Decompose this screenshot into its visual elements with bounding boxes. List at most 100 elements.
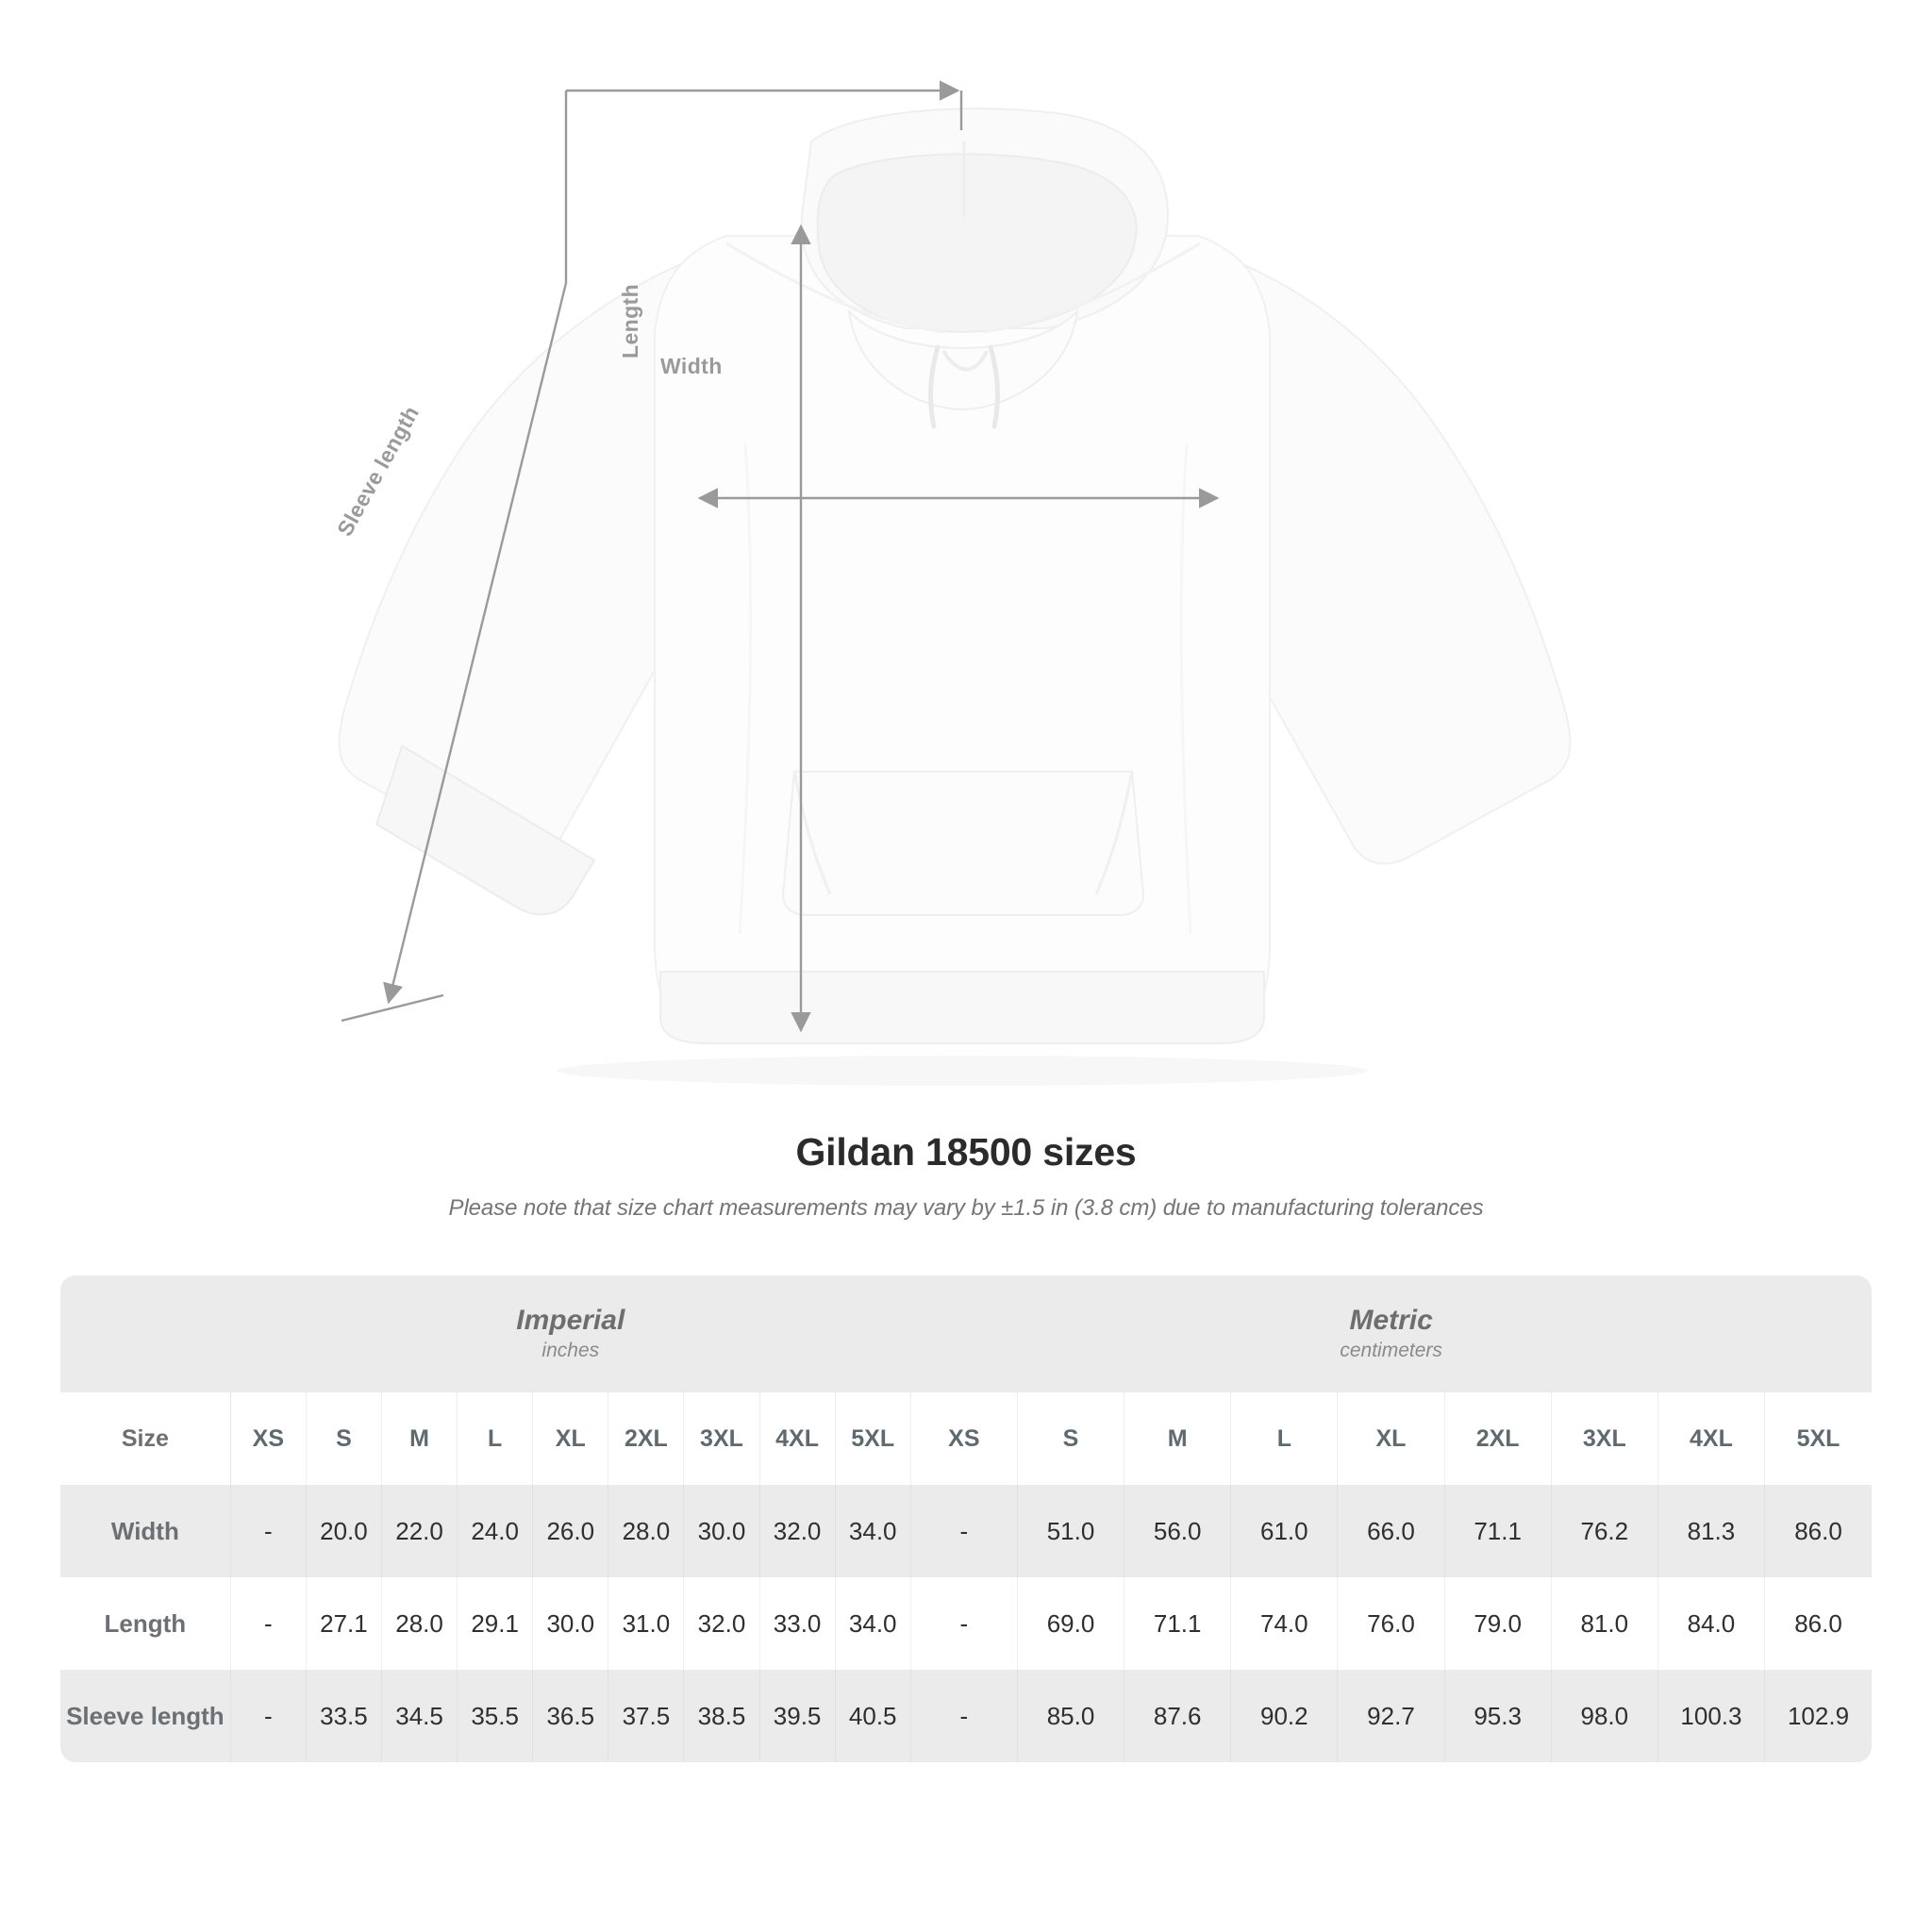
cell-sleeve-length-metric-4xl: 100.3 [1657, 1670, 1766, 1762]
cell-length-metric-4xl: 84.0 [1657, 1577, 1766, 1670]
cell-length-imperial-xl: 30.0 [532, 1577, 609, 1670]
cell-width-imperial-4xl: 32.0 [759, 1485, 836, 1577]
unit-subtitle: centimeters [1340, 1339, 1442, 1361]
size-header-metric-xl: XL [1337, 1392, 1445, 1485]
cell-length-imperial-l: 29.1 [457, 1577, 534, 1670]
length-dimension-label: Length [618, 283, 642, 358]
cell-width-metric-4xl: 81.3 [1657, 1485, 1766, 1577]
cell-width-imperial-xs: - [230, 1485, 307, 1577]
size-header-imperial-s: S [306, 1392, 382, 1485]
cell-sleeve-length-metric-2xl: 95.3 [1444, 1670, 1552, 1762]
width-dimension-label: Width [660, 354, 723, 378]
row-label-length: Length [60, 1577, 231, 1670]
cell-length-imperial-xs: - [230, 1577, 307, 1670]
cell-width-imperial-3xl: 30.0 [683, 1485, 760, 1577]
cell-sleeve-length-imperial-5xl: 40.5 [835, 1670, 911, 1762]
table-row: Length -27.1 28.0 29.1 30.0 31.0 32.0 33.0 34.0-… [60, 1577, 1872, 1670]
size-table-container: Imperial inches Metric centimeters Size XS S M L… [60, 1275, 1872, 1762]
cell-length-metric-3xl: 81.0 [1551, 1577, 1658, 1670]
size-header-metric-4xl: 4XL [1657, 1392, 1766, 1485]
cell-sleeve-length-imperial-2xl: 37.5 [608, 1670, 685, 1762]
size-header-metric-m: M [1124, 1392, 1232, 1485]
sleeve-length-dimension-label: Sleeve length [332, 401, 425, 541]
cell-length-imperial-s: 27.1 [306, 1577, 382, 1670]
cell-sleeve-length-imperial-s: 33.5 [306, 1670, 382, 1762]
size-column-header: Size [60, 1392, 231, 1485]
page-title: Gildan 18500 sizes [795, 1130, 1137, 1174]
cell-width-metric-m: 56.0 [1124, 1485, 1232, 1577]
size-header-imperial-xl: XL [532, 1392, 609, 1485]
cell-length-metric-s: 69.0 [1017, 1577, 1125, 1670]
unit-banner-spacer [60, 1275, 231, 1392]
size-header-imperial-4xl: 4XL [759, 1392, 836, 1485]
cell-width-metric-xl: 66.0 [1337, 1485, 1445, 1577]
cell-sleeve-length-metric-xs: - [909, 1670, 1018, 1762]
cell-width-metric-s: 51.0 [1017, 1485, 1125, 1577]
table-row: Sleeve length -33.5 34.5 35.5 36.5 37.5 38.5 39… [60, 1670, 1872, 1762]
cell-length-metric-5xl: 86.0 [1764, 1577, 1872, 1670]
cell-width-imperial-2xl: 28.0 [608, 1485, 685, 1577]
cell-length-metric-2xl: 79.0 [1444, 1577, 1552, 1670]
size-table: Imperial inches Metric centimeters Size XS S M L… [60, 1275, 1872, 1762]
unit-banner-row: Imperial inches Metric centimeters [60, 1275, 1872, 1392]
title-block: Gildan 18500 sizes Please note that size… [0, 1130, 1932, 1222]
hoodie-illustration [338, 108, 1572, 1086]
size-header-metric-5xl: 5XL [1764, 1392, 1872, 1485]
cell-length-imperial-3xl: 32.0 [683, 1577, 760, 1670]
size-header-metric-xs: XS [909, 1392, 1018, 1485]
row-label-sleeve-length: Sleeve length [60, 1670, 231, 1762]
size-header-imperial-l: L [457, 1392, 534, 1485]
cell-sleeve-length-metric-xl: 92.7 [1337, 1670, 1445, 1762]
unit-name: Imperial [516, 1305, 625, 1337]
size-header-row: Size XS S M L XL 2XL 3XL 4XL 5XL XS S M L XL 2XL 3XL 4XL 5… [60, 1392, 1872, 1485]
size-header-imperial-5xl: 5XL [835, 1392, 911, 1485]
size-header-imperial-xs: XS [230, 1392, 307, 1485]
cell-sleeve-length-imperial-xs: - [230, 1670, 307, 1762]
cell-sleeve-length-imperial-4xl: 39.5 [759, 1670, 836, 1762]
cell-length-metric-xl: 76.0 [1337, 1577, 1445, 1670]
size-header-metric-3xl: 3XL [1551, 1392, 1658, 1485]
cell-sleeve-length-metric-l: 90.2 [1230, 1670, 1339, 1762]
sleeve-length-measure-line [341, 80, 963, 1023]
cell-sleeve-length-metric-m: 87.6 [1124, 1670, 1232, 1762]
cell-length-metric-l: 74.0 [1230, 1577, 1339, 1670]
cell-length-metric-xs: - [909, 1577, 1018, 1670]
cell-length-imperial-2xl: 31.0 [608, 1577, 685, 1670]
cell-width-metric-5xl: 86.0 [1764, 1485, 1872, 1577]
row-label-width: Width [60, 1485, 231, 1577]
cell-length-metric-m: 71.1 [1124, 1577, 1232, 1670]
cell-sleeve-length-metric-5xl: 102.9 [1764, 1670, 1872, 1762]
unit-header-metric: Metric centimeters [910, 1275, 1872, 1392]
table-row: Width -20.0 22.0 24.0 26.0 28.0 30.0 32.0 34.0-5… [60, 1485, 1872, 1577]
cell-sleeve-length-metric-3xl: 98.0 [1551, 1670, 1658, 1762]
cell-sleeve-length-imperial-m: 34.5 [381, 1670, 458, 1762]
cell-width-imperial-s: 20.0 [306, 1485, 382, 1577]
cell-width-imperial-l: 24.0 [457, 1485, 534, 1577]
tolerance-note: Please note that size chart measurements… [448, 1195, 1484, 1221]
cell-length-imperial-m: 28.0 [381, 1577, 458, 1670]
size-header-metric-l: L [1230, 1392, 1339, 1485]
cell-sleeve-length-imperial-3xl: 38.5 [683, 1670, 760, 1762]
cell-width-metric-2xl: 71.1 [1444, 1485, 1552, 1577]
cell-sleeve-length-metric-s: 85.0 [1017, 1670, 1125, 1762]
cell-length-imperial-5xl: 34.0 [835, 1577, 911, 1670]
cell-width-metric-3xl: 76.2 [1551, 1485, 1658, 1577]
cell-width-metric-xs: - [909, 1485, 1018, 1577]
unit-name: Metric [1349, 1305, 1433, 1337]
size-header-imperial-2xl: 2XL [608, 1392, 685, 1485]
cell-width-metric-l: 61.0 [1230, 1485, 1339, 1577]
cell-width-imperial-5xl: 34.0 [835, 1485, 911, 1577]
measurement-lines-layer [338, 80, 1572, 1086]
unit-header-imperial: Imperial inches [230, 1275, 911, 1392]
size-header-metric-2xl: 2XL [1444, 1392, 1552, 1485]
size-header-imperial-3xl: 3XL [683, 1392, 760, 1485]
cell-width-imperial-xl: 26.0 [532, 1485, 609, 1577]
size-header-imperial-m: M [381, 1392, 458, 1485]
cell-length-imperial-4xl: 33.0 [759, 1577, 836, 1670]
garment-diagram: Length Width Sleeve length [332, 80, 1572, 1086]
unit-subtitle: inches [541, 1339, 600, 1361]
cell-sleeve-length-imperial-xl: 36.5 [532, 1670, 609, 1762]
size-header-metric-s: S [1017, 1392, 1125, 1485]
cell-sleeve-length-imperial-l: 35.5 [457, 1670, 534, 1762]
